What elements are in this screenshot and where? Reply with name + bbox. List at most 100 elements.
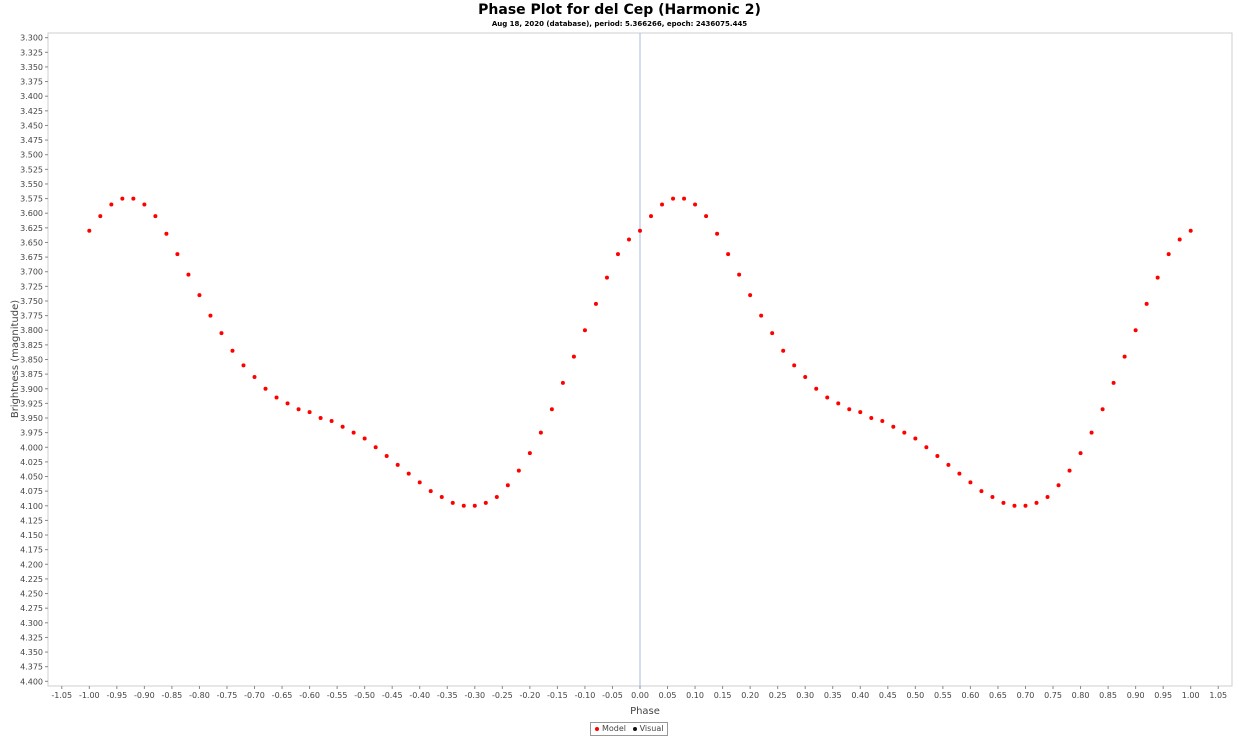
- x-tick-label: -0.75: [217, 691, 238, 700]
- model-point: [153, 214, 158, 219]
- x-tick-label: 0.95: [1154, 691, 1172, 700]
- model-point: [649, 214, 654, 219]
- model-point: [770, 331, 775, 336]
- model-point: [726, 252, 731, 257]
- model-point: [384, 454, 389, 459]
- x-tick-label: 0.80: [1072, 691, 1090, 700]
- x-tick-label: 0.35: [824, 691, 842, 700]
- model-point: [395, 462, 400, 467]
- model-point: [406, 471, 411, 476]
- model-point: [935, 454, 940, 459]
- model-point: [902, 430, 907, 435]
- model-point: [142, 202, 147, 207]
- y-tick-label: 4.200: [20, 560, 43, 569]
- model-point: [1155, 275, 1160, 280]
- model-point: [560, 380, 565, 385]
- y-tick-label: 4.400: [20, 677, 43, 686]
- model-point: [197, 293, 202, 298]
- x-tick-label: 0.15: [714, 691, 732, 700]
- y-axis-title: Brightness (magnitude): [10, 300, 21, 418]
- x-tick-label: 0.65: [989, 691, 1007, 700]
- y-tick-label: 3.850: [20, 356, 43, 365]
- model-point: [604, 275, 609, 280]
- model-point: [792, 363, 797, 368]
- x-tick-label: -0.50: [354, 691, 375, 700]
- y-tick-label: 3.400: [20, 92, 43, 101]
- y-tick-label: 4.275: [20, 604, 43, 613]
- y-tick-label: 4.300: [20, 619, 43, 628]
- x-tick-label: -0.45: [382, 691, 403, 700]
- model-point: [1023, 503, 1028, 508]
- model-point: [1067, 468, 1072, 473]
- model-point: [329, 418, 334, 423]
- x-tick-label: 1.00: [1182, 691, 1200, 700]
- model-point: [880, 418, 885, 423]
- x-tick-label: -0.95: [106, 691, 127, 700]
- model-point: [1034, 500, 1039, 505]
- x-tick-label: 0.75: [1044, 691, 1062, 700]
- model-point: [968, 480, 973, 485]
- model-point: [483, 500, 488, 505]
- model-point: [946, 462, 951, 467]
- model-point: [450, 500, 455, 505]
- legend-label-model: Model: [602, 724, 627, 733]
- model-point: [593, 301, 598, 306]
- x-tick-label: 0.05: [659, 691, 677, 700]
- model-point: [1056, 483, 1061, 488]
- model-point: [439, 495, 444, 500]
- model-point: [1133, 328, 1138, 333]
- model-point: [582, 328, 587, 333]
- y-tick-label: 3.925: [20, 399, 43, 408]
- y-tick-label: 3.700: [20, 268, 43, 277]
- y-tick-label: 4.125: [20, 516, 43, 525]
- x-tick-label: -0.30: [464, 691, 485, 700]
- model-point: [131, 196, 136, 201]
- model-point: [120, 196, 125, 201]
- chart-title: Phase Plot for del Cep (Harmonic 2): [478, 2, 761, 18]
- model-point: [704, 214, 709, 219]
- model-point: [1144, 301, 1149, 306]
- x-tick-label: 0.90: [1127, 691, 1145, 700]
- model-point: [109, 202, 114, 207]
- x-tick-label: -0.20: [520, 691, 541, 700]
- model-point: [274, 395, 279, 400]
- y-tick-label: 4.100: [20, 502, 43, 511]
- model-point: [164, 231, 169, 236]
- y-tick-label: 4.000: [20, 443, 43, 452]
- model-point: [417, 480, 422, 485]
- model-point: [516, 468, 521, 473]
- x-tick-label: 0.50: [906, 691, 924, 700]
- y-tick-label: 3.900: [20, 385, 43, 394]
- model-point: [1188, 228, 1193, 233]
- y-tick-label: 3.375: [20, 78, 43, 87]
- y-tick-label: 3.725: [20, 282, 43, 291]
- legend: Model Visual: [590, 722, 669, 736]
- chart-subtitle: Aug 18, 2020 (database), period: 5.36626…: [491, 20, 748, 28]
- model-point: [351, 430, 356, 435]
- x-tick-label: -1.00: [79, 691, 100, 700]
- model-point: [803, 375, 808, 380]
- model-point: [571, 354, 576, 359]
- y-tick-label: 4.250: [20, 590, 43, 599]
- y-tick-label: 4.325: [20, 633, 43, 642]
- x-tick-label: 1.05: [1209, 691, 1227, 700]
- x-tick-label: -0.10: [575, 691, 596, 700]
- x-tick-label: -0.15: [547, 691, 568, 700]
- model-point: [924, 445, 929, 450]
- model-point: [759, 313, 764, 318]
- model-point: [671, 196, 676, 201]
- visual-swatch-icon: [632, 726, 637, 731]
- model-point: [957, 471, 962, 476]
- model-point: [373, 445, 378, 450]
- model-point: [1166, 252, 1171, 257]
- model-point: [186, 272, 191, 277]
- y-tick-label: 3.800: [20, 326, 43, 335]
- model-point: [693, 202, 698, 207]
- model-point: [208, 313, 213, 318]
- model-point: [979, 489, 984, 494]
- y-tick-label: 3.475: [20, 136, 43, 145]
- model-point: [527, 451, 532, 456]
- y-tick-label: 3.575: [20, 195, 43, 204]
- model-point: [1089, 430, 1094, 435]
